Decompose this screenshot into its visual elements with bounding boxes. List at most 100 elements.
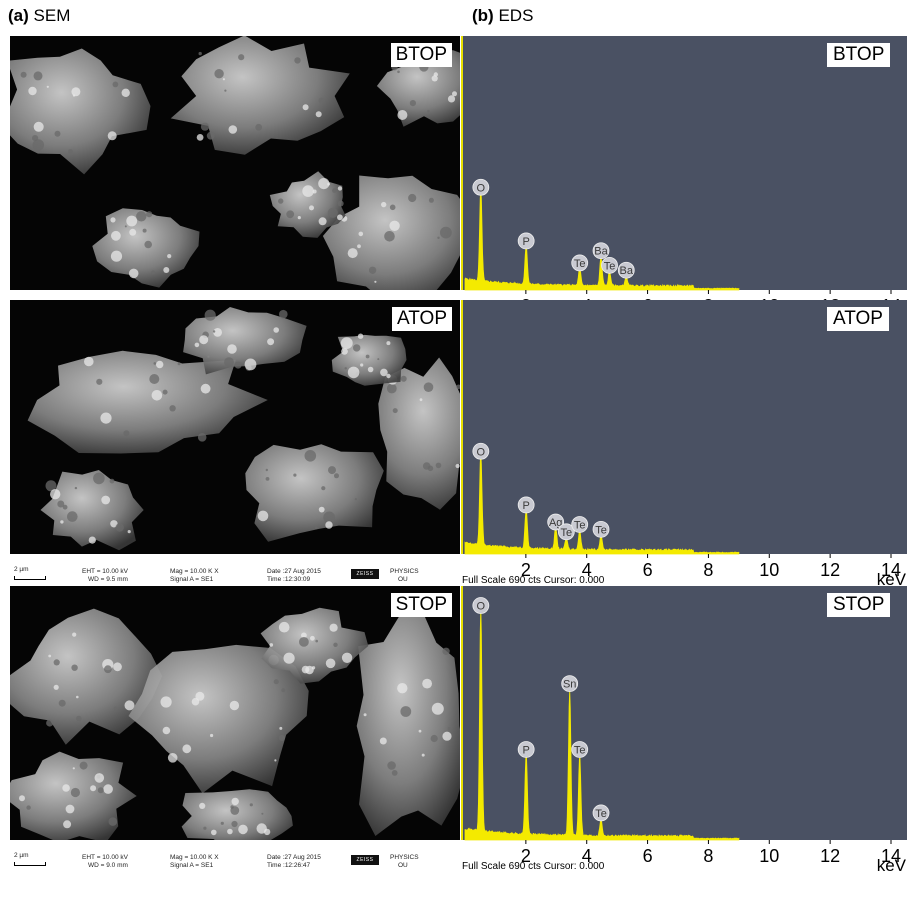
sem-grain bbox=[227, 344, 237, 354]
sem-grain bbox=[265, 468, 268, 472]
sem-grain bbox=[387, 761, 396, 770]
sem-grain bbox=[283, 652, 295, 664]
eds-peak-label: Ba bbox=[617, 261, 635, 279]
sem-grain bbox=[437, 236, 440, 239]
svg-text:Te: Te bbox=[561, 527, 573, 539]
sem-grain bbox=[397, 110, 408, 120]
sem-sample-label: STOP bbox=[390, 593, 452, 617]
sem-grain bbox=[167, 254, 172, 259]
sem-info-lab2: OU bbox=[398, 862, 408, 869]
sem-grain bbox=[337, 200, 344, 207]
eds-tick-label: 12 bbox=[820, 846, 840, 866]
sem-micrograph: STOP bbox=[10, 586, 460, 840]
sem-grain bbox=[151, 390, 163, 401]
sem-grain bbox=[50, 489, 61, 500]
sem-grain bbox=[197, 433, 207, 442]
eds-tick-label: 4 bbox=[582, 846, 592, 866]
sem-grain bbox=[163, 267, 170, 273]
sem-grain bbox=[222, 78, 225, 81]
sem-grain bbox=[230, 806, 240, 815]
sem-grain bbox=[305, 665, 314, 675]
sem-grain bbox=[74, 486, 78, 490]
eds-peak-label: Te bbox=[557, 523, 575, 541]
sem-grain bbox=[363, 713, 367, 717]
sem-grain bbox=[33, 71, 43, 81]
sem-grain bbox=[337, 186, 343, 191]
sem-grain bbox=[422, 678, 432, 689]
sem-grain bbox=[199, 802, 206, 809]
sem-grain bbox=[88, 536, 96, 544]
sem-texture bbox=[10, 36, 460, 290]
sem-grain bbox=[195, 691, 205, 701]
sem-grain bbox=[341, 348, 348, 355]
sem-grain bbox=[72, 94, 76, 97]
eds-tick-label: 12 bbox=[820, 560, 840, 580]
sem-grain bbox=[428, 197, 434, 203]
eds-peak-label: Ba bbox=[592, 242, 610, 260]
sem-grain bbox=[109, 478, 115, 484]
sem-info-eht: EHT = 10.00 kV bbox=[82, 568, 128, 575]
sem-grain bbox=[327, 182, 330, 186]
sem-grain bbox=[456, 384, 460, 390]
sem-grain bbox=[151, 270, 156, 275]
sem-grain bbox=[65, 804, 75, 814]
sem-grain bbox=[53, 659, 60, 666]
sem-grain bbox=[62, 784, 70, 792]
sem-particle bbox=[376, 49, 460, 127]
sem-grain bbox=[182, 744, 192, 754]
panel-b-label: EDS bbox=[498, 6, 534, 25]
sem-info-signal: Signal A = SE1 bbox=[170, 576, 214, 583]
sem-grain bbox=[312, 189, 317, 194]
sem-info-signal: Signal A = SE1 bbox=[170, 862, 214, 869]
sem-grain bbox=[389, 204, 396, 211]
sem-grain bbox=[227, 828, 233, 835]
sem-grain bbox=[329, 623, 338, 632]
sem-grain bbox=[231, 820, 238, 828]
eds-chart: O P Sn Te Te 2 4 6 8 10 12 14 bbox=[461, 586, 907, 866]
sem-grain bbox=[203, 826, 207, 830]
sem-grain bbox=[68, 149, 73, 154]
sem-grain bbox=[455, 463, 460, 469]
sem-grain bbox=[261, 812, 264, 815]
sem-info-scale: 2 µm bbox=[14, 852, 29, 859]
sem-grain bbox=[220, 821, 224, 825]
sem-grain bbox=[211, 829, 217, 836]
sem-grain bbox=[113, 662, 122, 672]
sem-grain bbox=[274, 759, 277, 762]
sem-grain bbox=[19, 795, 25, 802]
sem-grain bbox=[194, 342, 200, 348]
sem-grain bbox=[71, 87, 81, 97]
svg-text:Sn: Sn bbox=[563, 679, 576, 691]
sem-grain bbox=[360, 363, 364, 367]
sem-grain bbox=[431, 702, 444, 715]
sem-grain bbox=[156, 360, 164, 369]
sem-grain bbox=[199, 335, 209, 345]
sem-grain bbox=[249, 803, 253, 807]
sem-grain bbox=[427, 110, 430, 113]
sem-particle bbox=[181, 789, 293, 840]
sem-sample-label: ATOP bbox=[392, 307, 452, 331]
scale-bar bbox=[14, 862, 46, 866]
sem-texture bbox=[10, 607, 460, 840]
sem-grain bbox=[72, 632, 77, 637]
sem-grain bbox=[121, 88, 130, 97]
eds-tick-label: 8 bbox=[703, 560, 713, 580]
sem-grain bbox=[84, 356, 94, 367]
eds-tick-label: 8 bbox=[703, 846, 713, 866]
sem-grain bbox=[198, 51, 202, 56]
eds-peak-label: O bbox=[472, 178, 490, 196]
eds-plot-area bbox=[461, 300, 907, 554]
panel-a-label: SEM bbox=[33, 6, 71, 25]
eds-tick-label: 14 bbox=[881, 846, 901, 866]
sem-grain bbox=[310, 635, 315, 641]
sem-grain bbox=[177, 362, 181, 366]
sem-info-bar: 2 µm EHT = 10.00 kV WD = 9.5 mm Mag = 10.00… bbox=[10, 555, 460, 590]
sem-grain bbox=[297, 216, 301, 220]
sem-particle bbox=[170, 36, 350, 155]
sem-info-eht: EHT = 10.00 kV bbox=[82, 854, 128, 861]
sem-info-date: Date :27 Aug 2015 bbox=[267, 568, 321, 575]
figure-row: STOP 2 µm EHT = 10.00 kV WD = 9.0 mm Mag = 1… bbox=[0, 586, 912, 876]
sem-grain bbox=[124, 225, 127, 228]
panel-b-letter: (b) bbox=[472, 6, 494, 25]
sem-grain bbox=[374, 280, 377, 283]
